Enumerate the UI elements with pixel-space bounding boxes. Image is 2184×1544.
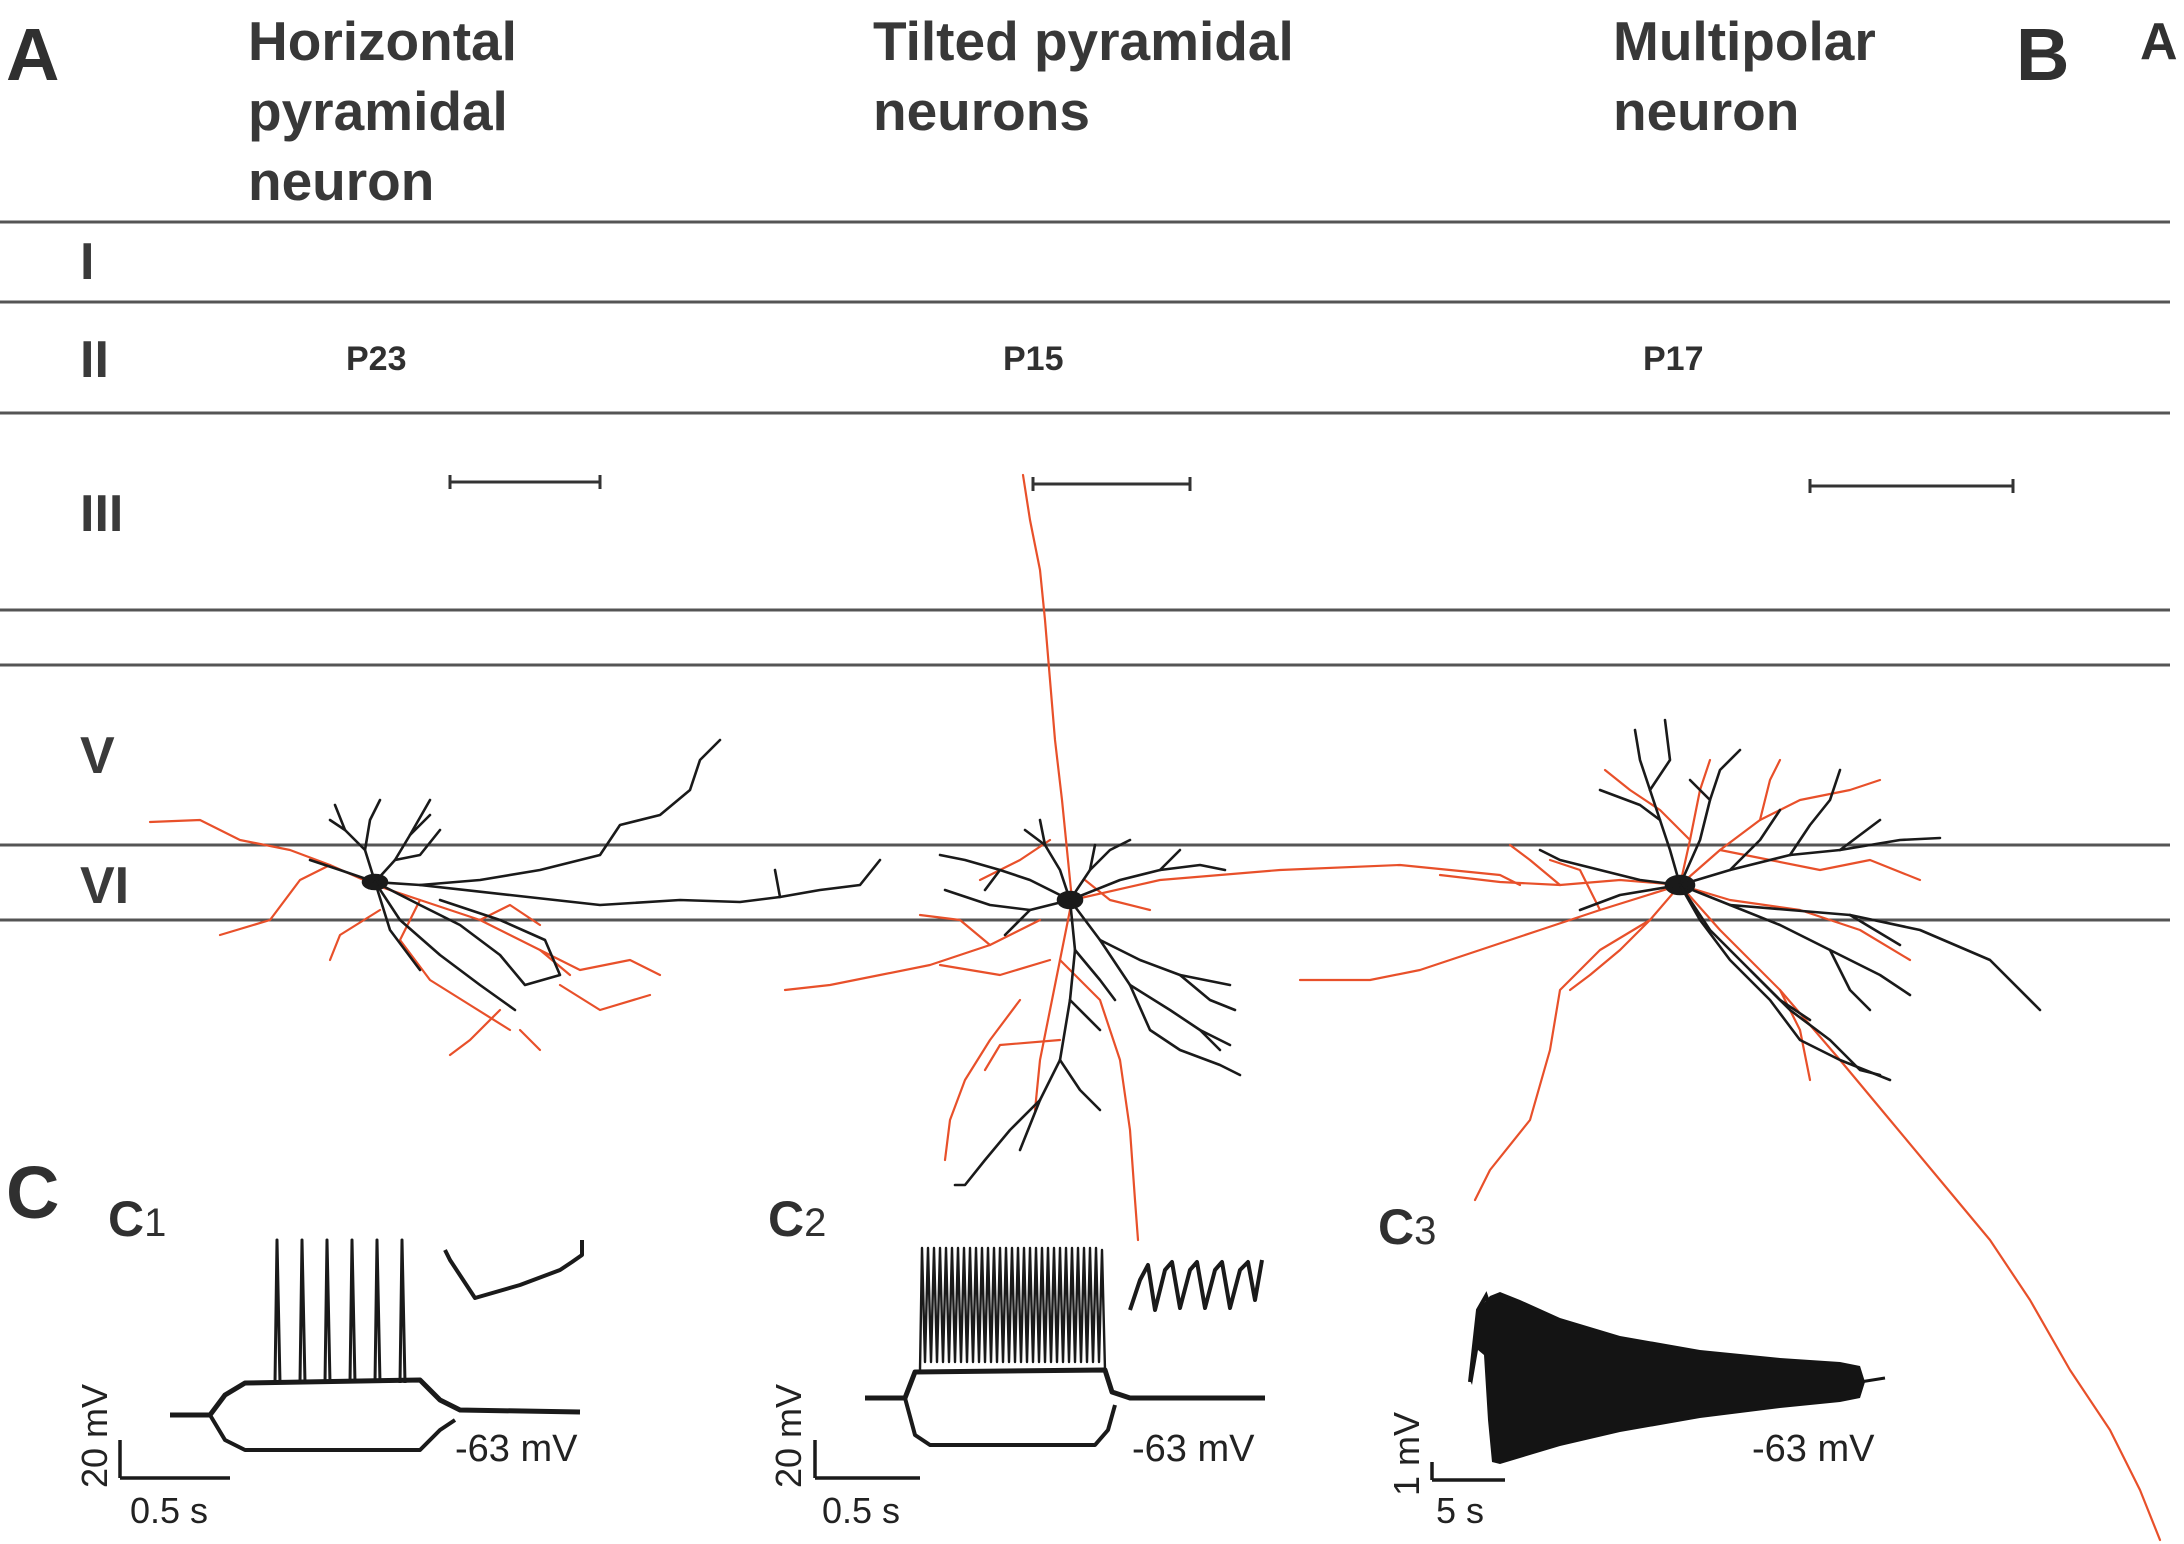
scale-bar-c3	[1430, 1462, 1505, 1482]
column-title-horizontal: Horizontal pyramidal neuron	[248, 10, 517, 212]
spike-train	[273, 1238, 407, 1384]
trace-c2	[813, 1246, 1265, 1480]
layer-boundaries	[0, 220, 2170, 922]
inset-trace	[443, 1240, 584, 1300]
neuron-multipolar	[1298, 718, 2162, 1542]
column-title-multipolar: Multipolar neuron	[1613, 10, 1876, 142]
dendrite-arbor	[938, 818, 1242, 1187]
neuron-horizontal-pyramidal	[148, 738, 882, 1057]
recording-label-c2: C2	[768, 1191, 827, 1247]
layer-label-v: V	[80, 727, 115, 785]
panel-label-c: C	[6, 1151, 60, 1234]
axon-arbor	[783, 473, 1522, 1242]
panel-label-b: B	[2016, 13, 2070, 96]
scale-bar	[1808, 479, 2015, 493]
layer-label-ii: II	[80, 331, 109, 389]
axon-arbor	[148, 818, 662, 1057]
trace-c1	[118, 1238, 584, 1480]
time-scale-c2: 0.5 s	[822, 1490, 901, 1531]
resting-potential-c1: -63 mV	[455, 1428, 578, 1470]
panel-label-b-edge: A	[2140, 13, 2178, 71]
neuron-tilted-pyramidal	[783, 473, 1522, 1242]
time-scale-c3: 5 s	[1436, 1490, 1485, 1531]
trace-c3	[1430, 1291, 1886, 1482]
layer-label-vi: VI	[80, 857, 130, 915]
age-label-p15: P15	[1003, 340, 1064, 378]
age-label-p17: P17	[1643, 340, 1704, 378]
column-title-tilted: Tilted pyramidal neurons	[873, 10, 1294, 142]
age-label-p23: P23	[346, 340, 407, 378]
voltage-scale-c1: 20 mV	[74, 1383, 115, 1488]
dendrite-arbor	[308, 738, 882, 1012]
spike-train	[918, 1246, 1107, 1371]
scale-bars	[448, 475, 2015, 493]
voltage-scale-c2: 20 mV	[768, 1383, 809, 1488]
layer-label-iii: III	[80, 485, 124, 543]
layer-label-i: I	[80, 233, 95, 291]
axon-arbor	[1298, 758, 2162, 1542]
scale-bar	[1031, 477, 1192, 491]
scale-bar-c2	[813, 1440, 920, 1480]
voltage-scale-c3: 1 mV	[1386, 1411, 1427, 1496]
scale-bar-c1	[118, 1440, 230, 1480]
panel-label-a: A	[6, 13, 60, 96]
dendrite-arbor	[1538, 718, 2042, 1082]
time-scale-c1: 0.5 s	[130, 1490, 209, 1531]
resting-potential-c2: -63 mV	[1132, 1428, 1255, 1470]
inset-trace	[1128, 1259, 1264, 1312]
recording-label-c3: C3	[1378, 1199, 1437, 1255]
scale-bar	[448, 475, 602, 489]
recording-label-c1: C1	[108, 1191, 167, 1247]
resting-potential-c3: -63 mV	[1752, 1428, 1875, 1470]
